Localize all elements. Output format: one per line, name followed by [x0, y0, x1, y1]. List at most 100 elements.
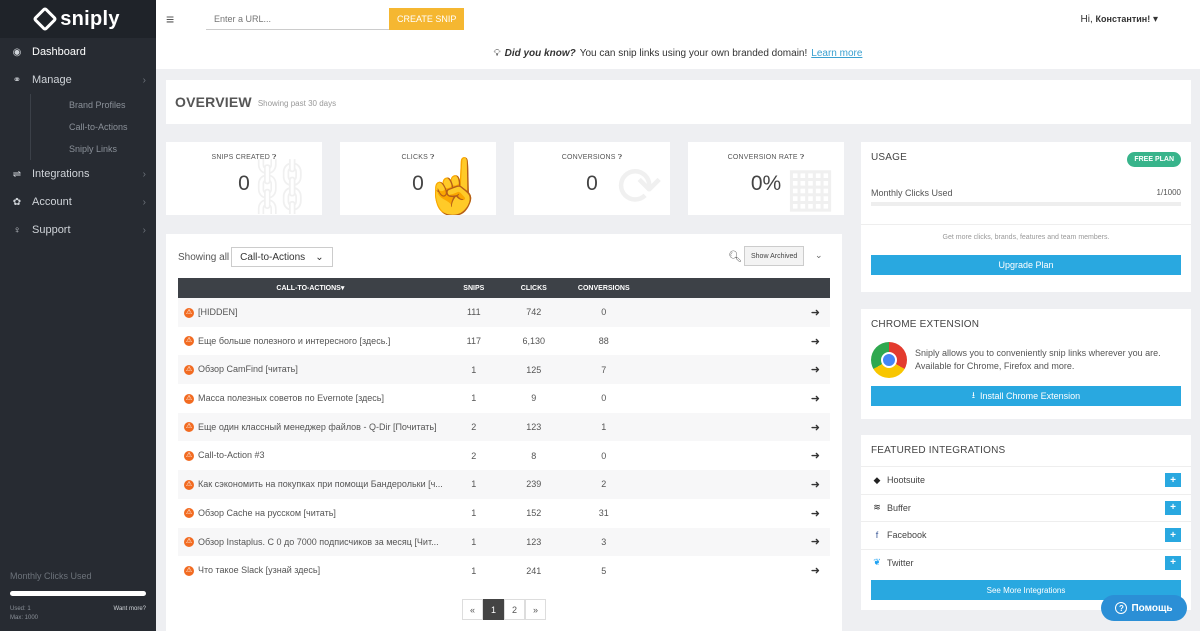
pager-next[interactable]: » [525, 599, 546, 620]
cta-badge-icon: ⚠ [184, 565, 194, 576]
table-row[interactable]: ⚠ Как сэкономить на покупках при помощи Б… [178, 470, 830, 499]
pager-prev[interactable]: « [462, 599, 483, 620]
table-row[interactable]: ⚠ Обзор CamFind [читать] 1 125 7 ➜ [178, 355, 830, 385]
table-row[interactable]: ⚠ Call-to-Action #3 2 8 0 ➜ [178, 441, 830, 470]
lightbulb-icon: 💡︎ [493, 48, 501, 59]
arrow-right-icon[interactable]: ➜ [810, 421, 820, 434]
manage-subnav: Brand Profiles Call-to-Actions Sniply Li… [30, 94, 156, 160]
cta-name: Еще один классный менеджер файлов - Q-Di… [198, 421, 437, 432]
pager-page-2[interactable]: 2 [504, 599, 525, 620]
table-row[interactable]: ⚠ Что такое Slack [узнай здесь] 1 241 5 ➜ [178, 556, 830, 585]
arrow-right-icon[interactable]: ➜ [810, 364, 820, 377]
integration-row: ◆ Hootsuite + [861, 466, 1191, 494]
arrow-right-icon[interactable]: ➜ [810, 306, 820, 319]
url-input[interactable] [206, 8, 389, 30]
cta-name-cell[interactable]: ⚠ Масса полезных советов по Evernote [зде… [178, 384, 443, 413]
cta-name-cell[interactable]: ⚠ [HIDDEN] [178, 298, 443, 327]
sidebar-subitem-brand-profiles[interactable]: Brand Profiles [69, 100, 126, 110]
hamburger-menu-icon[interactable]: ≡ [166, 11, 175, 27]
snips-cell: 2 [471, 422, 477, 433]
help-icon[interactable]: ❓︎ [617, 154, 623, 161]
cta-name-cell[interactable]: ⚠ Обзор CamFind [читать] [178, 355, 443, 384]
cta-name: Call-to-Action #3 [198, 450, 265, 461]
arrow-right-icon[interactable]: ➜ [810, 536, 820, 549]
pager-page-1[interactable]: 1 [483, 599, 504, 620]
sidebar-usage-bar [10, 591, 146, 596]
usage-title: USAGE [871, 152, 908, 163]
arrow-right-icon[interactable]: ➜ [810, 392, 820, 405]
cta-name-cell[interactable]: ⚠ Еще один классный менеджер файлов - Q-D… [178, 413, 443, 442]
clicks-cell: 6,130 [522, 336, 546, 347]
arrow-right-icon[interactable]: ➜ [810, 565, 820, 578]
show-archived-button[interactable]: Show Archived [744, 246, 805, 266]
user-menu[interactable]: Hi, Константин! ▾ [1081, 14, 1158, 25]
create-snip-button[interactable]: CREATE SNIP [389, 8, 465, 30]
sidebar-item-integrations[interactable]: ⇌ Integrations › [0, 160, 156, 188]
cta-badge-icon: ⚠ [184, 393, 194, 404]
arrow-right-icon[interactable]: ➜ [810, 507, 820, 520]
help-icon[interactable]: ❓︎ [799, 154, 805, 161]
table-row[interactable]: ⚠ Еще один классный менеджер файлов - Q-D… [178, 412, 830, 442]
cta-name-cell[interactable]: ⚠ Call-to-Action #3 [178, 441, 443, 470]
search-icon[interactable]: 🔍︎ [728, 251, 742, 263]
sidebar-subitem-call-to-actions[interactable]: Call-to-Actions [69, 122, 128, 132]
want-more-link[interactable]: Want more? [113, 606, 146, 612]
cta-badge-icon: ⚠ [184, 451, 194, 462]
add-integration-button[interactable]: + [1165, 473, 1181, 488]
arrow-right-icon[interactable]: ➜ [810, 450, 820, 463]
table-row[interactable]: ⚠ Обзор Cache на русском [читать] 1 152 31 ➜ [178, 499, 830, 528]
sniply-logo[interactable]: sniply [0, 0, 156, 38]
table-row[interactable]: ⚠ Масса полезных советов по Evernote [зде… [178, 384, 830, 413]
help-icon[interactable]: ❓︎ [272, 154, 277, 161]
help-button[interactable]: ? Помощь [1101, 595, 1187, 621]
add-integration-button[interactable]: + [1165, 528, 1181, 543]
upgrade-plan-button[interactable]: Upgrade Plan [871, 255, 1181, 275]
add-integration-button[interactable]: + [1165, 555, 1181, 570]
see-more-integrations-button[interactable]: See More Integrations [871, 580, 1181, 600]
sidebar-item-dashboard[interactable]: ◉ Dashboard [0, 38, 156, 66]
overview-header: OVERVIEW Showing past 30 days [166, 80, 1191, 124]
sidebar-item-support[interactable]: ♀ Support › [0, 216, 156, 244]
help-icon[interactable]: ❓︎ [430, 154, 435, 161]
col-header-conversions[interactable]: CONVERSIONS [577, 284, 630, 292]
stat-label: CLICKS [401, 154, 428, 161]
sidebar-subitem-sniply-links[interactable]: Sniply Links [69, 144, 118, 154]
col-header-call-to-actions[interactable]: CALL-TO-ACTIONS▾ [276, 285, 345, 292]
filter-select[interactable]: Call-to-Actions ⌄ [231, 247, 333, 267]
download-icon: ⭳ [971, 390, 976, 400]
cta-table-card: Showing all Call-to-Actions ⌄ 🔍︎ Show Ar… [166, 234, 842, 631]
cta-name-cell[interactable]: ⚠ Что такое Slack [узнай здесь] [178, 556, 443, 585]
stat-value: 0 [238, 172, 250, 195]
logo-mark-icon [32, 6, 58, 32]
install-chrome-extension-button[interactable]: ⭳ Install Chrome Extension [871, 386, 1181, 406]
table-row[interactable]: ⚠ Обзор Instaplus. С 0 до 7000 подписчико… [178, 527, 830, 557]
col-header-clicks[interactable]: CLICKS [520, 284, 547, 292]
clicks-cell: 9 [531, 393, 537, 404]
clicks-cell: 123 [526, 422, 542, 433]
chevron-right-icon: › [142, 168, 146, 180]
arrow-right-icon[interactable]: ➜ [810, 335, 820, 348]
table-row[interactable]: ⚠ [HIDDEN] 111 742 0 ➜ [178, 298, 830, 327]
sidebar-usage: Monthly Clicks Used Used: 1 Max: 1000 Wa… [0, 561, 156, 631]
sidebar-item-account[interactable]: ✿ Account › [0, 188, 156, 216]
clicks-cell: 125 [526, 364, 542, 375]
table-row[interactable]: ⚠ Еще больше полезного и интересного [зде… [178, 327, 830, 356]
filter-value: Call-to-Actions [240, 251, 306, 263]
learn-more-link[interactable]: Learn more [811, 48, 863, 59]
cta-badge-icon: ⚠ [184, 422, 194, 433]
arrow-right-icon[interactable]: ➜ [810, 478, 820, 491]
sidebar-item-label: Manage [32, 74, 72, 86]
add-integration-button[interactable]: + [1165, 500, 1181, 515]
sidebar-usage-label: Monthly Clicks Used [10, 571, 92, 581]
integrations-title: FEATURED INTEGRATIONS [871, 445, 1006, 456]
chevron-down-icon[interactable]: ⌄ [815, 250, 823, 260]
clicks-cell: 742 [526, 307, 542, 318]
col-header-snips[interactable]: SNIPS [463, 284, 485, 292]
cta-name-cell[interactable]: ⚠ Обзор Cache на русском [читать] [178, 499, 443, 528]
cta-name-cell[interactable]: ⚠ Еще больше полезного и интересного [зде… [178, 327, 443, 356]
caret-down-icon: ▾ [1152, 13, 1158, 25]
sidebar-item-manage[interactable]: ⚭ Manage › [0, 66, 156, 94]
cta-name-cell[interactable]: ⚠ Как сэкономить на покупках при помощи Б… [178, 470, 443, 499]
cta-name-cell[interactable]: ⚠ Обзор Instaplus. С 0 до 7000 подписчико… [178, 528, 443, 557]
conversions-cell: 3 [601, 536, 607, 547]
